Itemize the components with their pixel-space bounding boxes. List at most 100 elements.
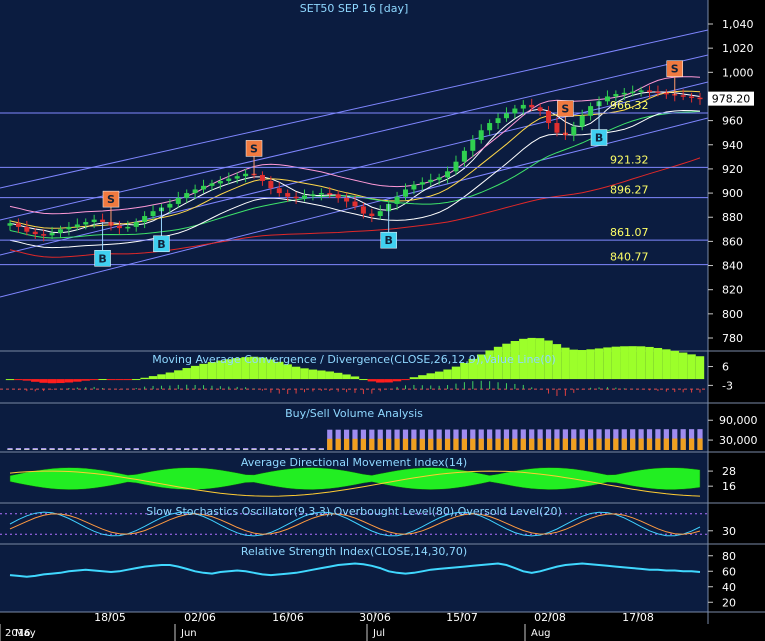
last-price-text: 978.20: [712, 93, 751, 106]
candle-body: [529, 104, 535, 108]
level-label: 966.32: [610, 99, 649, 112]
stoch-panel-bg: [0, 505, 708, 543]
volume-bar-buy: [251, 448, 257, 450]
volume-bar-buy: [655, 438, 661, 450]
x-tick-label: 16/06: [272, 611, 304, 624]
candle-body: [554, 123, 560, 133]
volume-bar-buy: [200, 448, 207, 450]
candle-body: [234, 176, 240, 179]
candle-body: [613, 94, 619, 97]
candle-body: [184, 193, 190, 198]
volume-bar-buy: [571, 438, 577, 450]
rsi-tick-label: 60: [722, 565, 736, 578]
candle-body: [520, 104, 526, 109]
candle-body: [74, 224, 80, 227]
volume-bar-buy: [411, 438, 417, 450]
volume-bar-buy: [419, 438, 425, 450]
ma-line-yellow: [9, 90, 701, 229]
candle-body: [327, 193, 333, 195]
volume-bar-buy: [360, 438, 367, 450]
x-tick-label: 15/07: [446, 611, 478, 624]
volume-bar-buy: [638, 438, 644, 450]
adx-line: [9, 470, 701, 497]
volume-bar-buy: [646, 438, 653, 450]
level-label: 861.07: [610, 226, 649, 239]
candle-body: [402, 189, 408, 197]
candle-body: [344, 197, 350, 202]
volume-bar-buy: [697, 438, 703, 450]
price-tick-label: 940: [722, 139, 743, 152]
volume-bar-buy: [217, 448, 223, 450]
candle-body: [638, 90, 644, 92]
macd-bar: [670, 350, 679, 380]
volume-bar-buy: [579, 438, 585, 450]
volume-bar-buy: [461, 438, 467, 450]
volume-bar-buy: [83, 448, 89, 450]
candle-body: [579, 115, 585, 127]
volume-bar-buy: [520, 438, 526, 450]
band-lower: [9, 109, 701, 249]
macd-bar: [451, 366, 461, 380]
price-tick-label: 800: [722, 308, 743, 321]
volume-bar-buy: [394, 438, 400, 450]
macd-bar: [31, 379, 40, 382]
volume-bar-buy: [377, 438, 383, 450]
price-tick-label: 1,000: [722, 66, 754, 79]
macd-title: Moving Average Convergence / Divergence(…: [152, 353, 556, 366]
candle-body: [192, 189, 198, 194]
month-label: Aug: [531, 628, 551, 639]
volume-bar-buy: [209, 448, 215, 450]
signal-label: B: [98, 252, 106, 265]
volume-bar-buy: [234, 448, 240, 450]
volume-bar-buy: [529, 438, 535, 450]
volume-bar-buy: [125, 448, 131, 450]
macd-tick-label: -3: [722, 379, 733, 392]
candle-body: [293, 196, 299, 199]
rsi-panel-bg: [0, 546, 708, 612]
candle-body: [276, 188, 282, 194]
macd-bar: [434, 371, 444, 380]
volume-bar-buy: [41, 448, 47, 450]
volume-bar-buy: [503, 438, 510, 450]
volume-bar-buy: [158, 448, 165, 450]
volume-bar-buy: [192, 448, 198, 450]
candle-body: [369, 213, 375, 217]
volume-bar-buy: [495, 438, 501, 450]
macd-bar: [493, 346, 503, 380]
candle-body: [133, 222, 139, 227]
macd-bar: [291, 366, 301, 380]
macd-bar: [569, 349, 578, 380]
macd-bar: [22, 379, 32, 381]
price-tick-label: 900: [722, 187, 743, 200]
volume-tick-label: 30,000: [719, 434, 758, 447]
macd-bar: [468, 358, 478, 380]
volume-bar-buy: [15, 448, 22, 450]
volume-bar-buy: [167, 448, 173, 450]
volume-bar-buy: [453, 438, 459, 450]
candle-body: [167, 203, 173, 208]
rsi-tick-label: 80: [722, 550, 736, 563]
candle-body: [150, 211, 156, 217]
candle-body: [318, 193, 324, 195]
candle-body: [125, 226, 131, 229]
sell-signal: [666, 60, 684, 77]
candle-body: [428, 179, 434, 183]
macd-bar: [308, 369, 318, 380]
buy-signal: [380, 231, 397, 249]
adx-title: Average Directional Movement Index(14): [241, 456, 467, 469]
volume-title: Buy/Sell Volume Analysis: [285, 407, 423, 420]
candle-body: [310, 194, 316, 196]
macd-bar: [132, 379, 141, 381]
candle-body: [512, 108, 518, 114]
macd-bar: [140, 377, 149, 380]
level-label: 840.77: [610, 251, 649, 264]
macd-bar: [376, 379, 385, 383]
candle-body: [697, 97, 703, 100]
macd-bar: [89, 379, 99, 381]
candle-body: [226, 178, 232, 181]
candle-body: [680, 95, 686, 97]
volume-bar-buy: [436, 438, 442, 450]
macd-bar: [552, 344, 562, 380]
price-tick-label: 1,040: [722, 18, 754, 31]
